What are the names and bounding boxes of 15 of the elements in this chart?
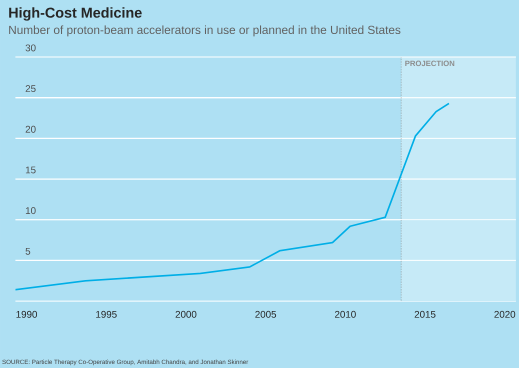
y-tick-label: 20 bbox=[26, 126, 36, 133]
y-tick-label: 25 bbox=[26, 85, 36, 92]
x-tick-label: 2015 bbox=[414, 310, 436, 318]
chart-subtitle: Number of proton-beam accelerators in use or planned in the United States bbox=[9, 25, 400, 36]
x-tick-label: 2005 bbox=[255, 310, 276, 318]
x-tick-label: 2000 bbox=[176, 310, 196, 318]
x-tick-label: 2010 bbox=[335, 310, 356, 318]
y-tick-label: 5 bbox=[26, 248, 30, 255]
x-tick-label: 2020 bbox=[494, 310, 516, 318]
y-tick-label: 15 bbox=[26, 166, 36, 174]
chart-title: High-Cost Medicine bbox=[9, 7, 142, 21]
x-tick-label: 1995 bbox=[96, 310, 117, 318]
y-tick-label: 10 bbox=[26, 207, 36, 214]
x-tick-label: 1990 bbox=[16, 310, 38, 318]
y-tick-label: 30 bbox=[26, 44, 36, 52]
